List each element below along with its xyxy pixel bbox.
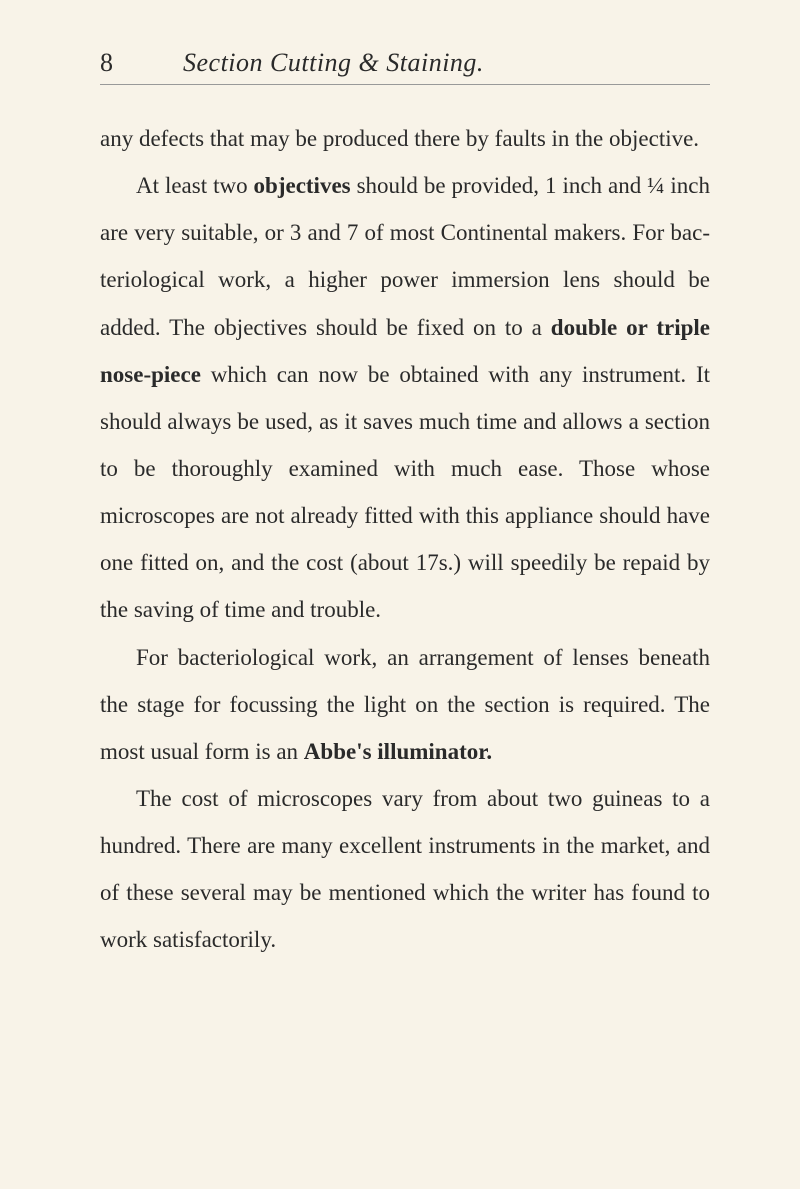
text-p1: any defects that may be produced there b… [100,126,699,151]
header-title: Section Cutting & Staining. [183,48,484,78]
page-header: 8 Section Cutting & Staining. [100,48,710,78]
paragraph-3: For bacteriological work, an arrangement… [100,634,710,775]
paragraph-4: The cost of microscopes vary from about … [100,775,710,964]
header-rule [100,84,710,85]
text-p2-part1: At least two [136,173,254,198]
text-p3-bold: Abbe's illuminator. [304,739,492,764]
paragraph-2: At least two objectives should be provid… [100,162,710,633]
paragraph-1: any defects that may be produced there b… [100,115,710,162]
text-p2-part3: which can now be obtained with any instr… [100,362,710,623]
text-p2-bold1: objectives [254,173,351,198]
body-text: any defects that may be produced there b… [100,115,710,964]
text-p4: The cost of microscopes vary from about … [100,786,710,952]
page-number: 8 [100,48,113,78]
